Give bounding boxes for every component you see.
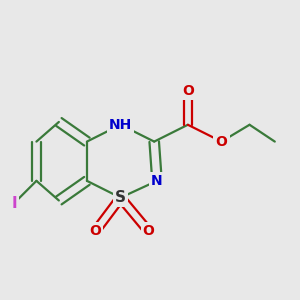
Text: O: O [182,84,194,98]
Text: O: O [143,224,154,238]
Text: N: N [151,174,163,188]
Text: O: O [89,224,101,238]
Text: S: S [115,190,126,205]
Text: I: I [11,196,17,211]
Text: O: O [216,135,227,148]
Text: NH: NH [109,118,132,132]
